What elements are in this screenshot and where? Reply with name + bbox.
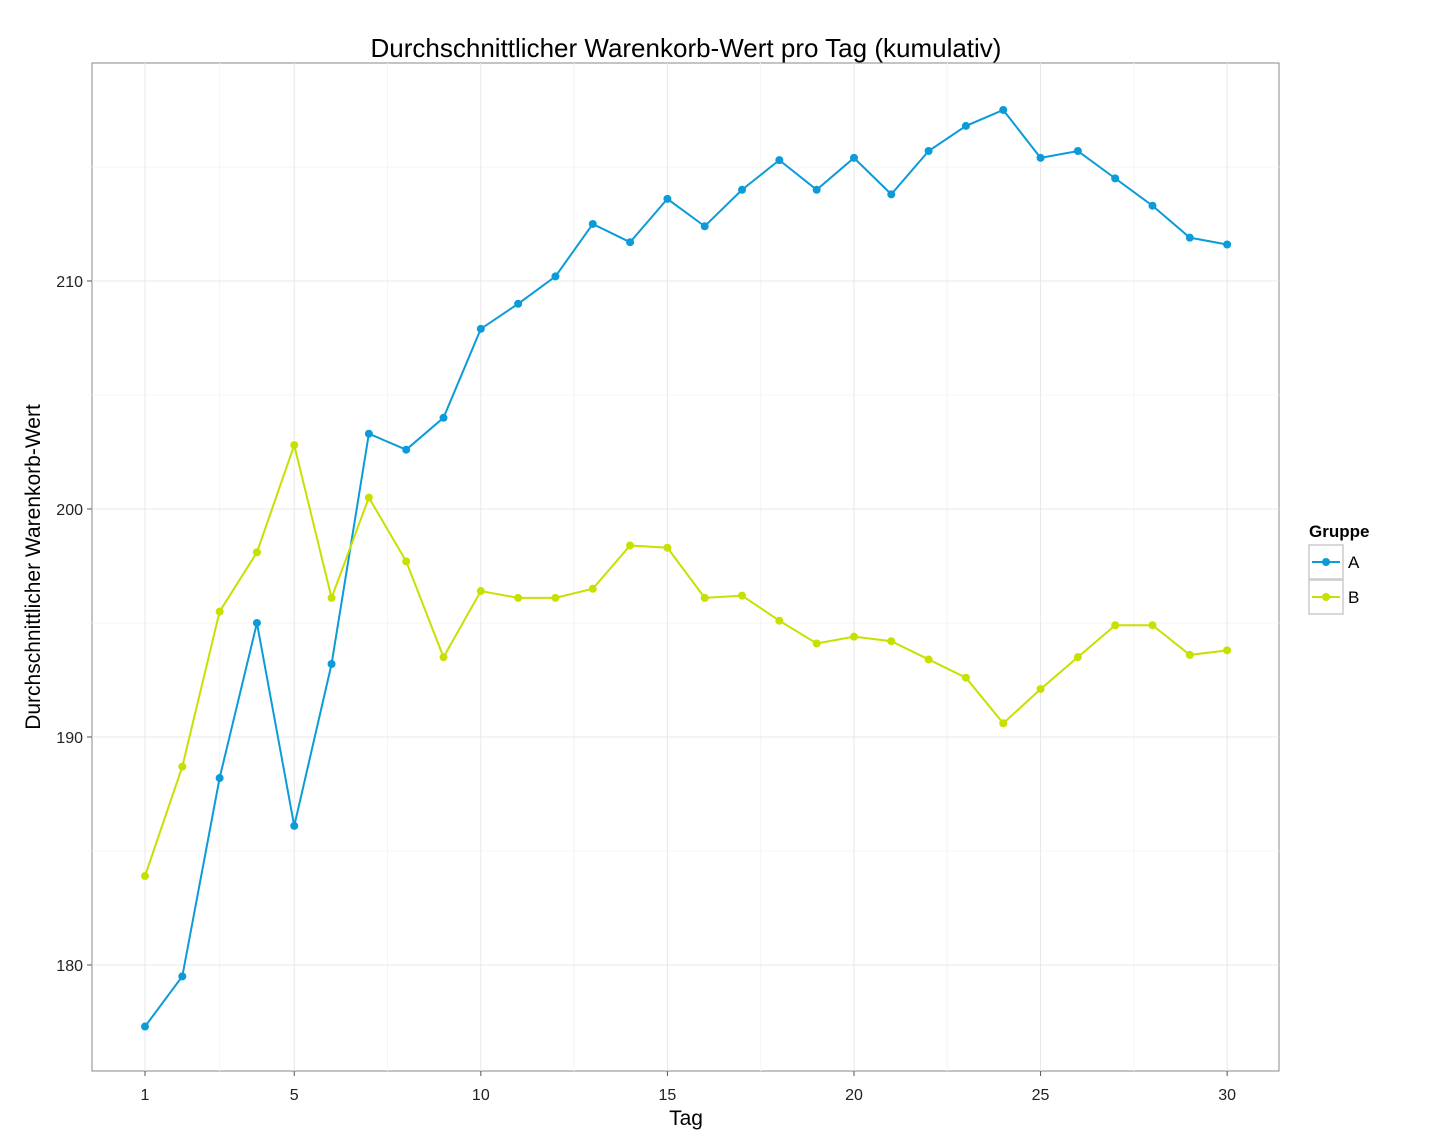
data-point-B xyxy=(476,587,485,596)
data-point-A xyxy=(290,821,299,830)
data-point-A xyxy=(1036,153,1045,162)
legend-key-point xyxy=(1322,593,1330,601)
data-point-A xyxy=(887,190,896,199)
data-point-A xyxy=(514,299,523,308)
data-point-B xyxy=(327,593,336,602)
grid xyxy=(92,63,1279,1071)
y-axis-label: Durchschnittlicher Warenkorb-Wert xyxy=(22,404,45,730)
x-tick-label: 20 xyxy=(845,1087,863,1104)
y-tick-label: 180 xyxy=(56,958,83,975)
data-point-A xyxy=(1223,240,1232,249)
data-point-B xyxy=(140,872,149,881)
data-point-A xyxy=(1073,147,1082,156)
data-point-B xyxy=(1185,650,1194,659)
data-point-A xyxy=(775,156,784,165)
data-point-B xyxy=(588,584,597,593)
data-point-A xyxy=(924,147,933,156)
data-point-A xyxy=(999,105,1008,114)
y-axis: 180 190 200 210 xyxy=(56,274,92,975)
y-tick-label: 190 xyxy=(56,730,83,747)
data-point-B xyxy=(364,493,373,502)
data-point-A xyxy=(252,618,261,627)
data-point-B xyxy=(1111,621,1120,630)
data-point-A xyxy=(588,219,597,228)
data-point-B xyxy=(961,673,970,682)
legend: Gruppe AB xyxy=(1308,522,1369,615)
data-point-A xyxy=(626,238,635,247)
data-point-B xyxy=(1036,685,1045,694)
data-point-B xyxy=(700,593,709,602)
data-point-A xyxy=(215,774,224,783)
series-layer xyxy=(140,105,1232,1031)
legend-label: A xyxy=(1348,553,1360,572)
x-axis: 1 5 10 15 20 25 30 xyxy=(141,1071,1236,1104)
data-point-A xyxy=(961,121,970,130)
series-line-B xyxy=(144,441,1228,877)
data-point-B xyxy=(738,591,747,600)
data-point-B xyxy=(551,593,560,602)
data-point-A xyxy=(812,185,821,194)
x-tick-label: 10 xyxy=(472,1087,490,1104)
data-point-B xyxy=(1223,646,1232,655)
data-point-B xyxy=(178,762,187,771)
x-tick-label: 15 xyxy=(659,1087,677,1104)
data-point-B xyxy=(439,653,448,662)
data-point-B xyxy=(514,593,523,602)
data-point-B xyxy=(999,719,1008,728)
data-point-A xyxy=(140,1022,149,1031)
data-point-B xyxy=(924,655,933,664)
data-point-A xyxy=(178,972,187,981)
chart-title: Durchschnittlicher Warenkorb-Wert pro Ta… xyxy=(371,33,1002,63)
plot-panel xyxy=(91,62,1280,1072)
data-point-B xyxy=(402,557,411,566)
data-point-B xyxy=(215,607,224,616)
y-tick-label: 200 xyxy=(56,502,83,519)
series-line-A xyxy=(144,108,1228,1028)
data-point-A xyxy=(402,445,411,454)
data-point-A xyxy=(663,194,672,203)
legend-title: Gruppe xyxy=(1309,522,1369,541)
data-point-A xyxy=(1111,174,1120,183)
y-tick-label: 210 xyxy=(56,274,83,291)
x-tick-label: 30 xyxy=(1218,1087,1236,1104)
data-point-A xyxy=(439,413,448,422)
data-point-A xyxy=(327,660,336,669)
data-point-A xyxy=(476,324,485,333)
data-point-B xyxy=(626,541,635,550)
data-point-B xyxy=(812,639,821,648)
data-point-B xyxy=(887,637,896,646)
x-tick-label: 25 xyxy=(1032,1087,1050,1104)
data-point-A xyxy=(551,272,560,281)
data-point-B xyxy=(1073,653,1082,662)
data-point-B xyxy=(252,548,261,557)
data-point-A xyxy=(364,429,373,438)
data-point-B xyxy=(290,441,299,450)
data-point-A xyxy=(1185,233,1194,242)
data-point-B xyxy=(775,616,784,625)
data-point-B xyxy=(663,543,672,552)
data-point-A xyxy=(738,185,747,194)
legend-key-point xyxy=(1322,558,1330,566)
legend-label: B xyxy=(1348,588,1359,607)
data-point-A xyxy=(700,222,709,231)
x-tick-label: 1 xyxy=(141,1087,150,1104)
x-tick-label: 5 xyxy=(290,1087,299,1104)
data-point-B xyxy=(849,632,858,641)
data-point-B xyxy=(1148,621,1157,630)
data-point-A xyxy=(1148,201,1157,210)
x-axis-label: Tag xyxy=(669,1107,703,1130)
data-point-A xyxy=(849,153,858,162)
